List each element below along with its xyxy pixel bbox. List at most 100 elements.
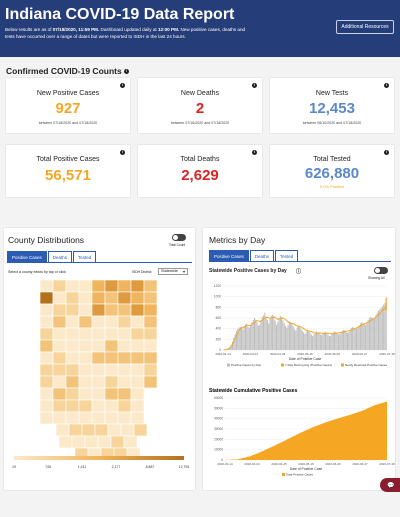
- daily-bar[interactable]: [341, 330, 343, 350]
- info-icon[interactable]: i: [120, 150, 125, 155]
- county-shape[interactable]: [104, 375, 119, 389]
- daily-bar[interactable]: [290, 322, 292, 350]
- county-shape[interactable]: [91, 279, 106, 293]
- daily-bar[interactable]: [304, 334, 306, 350]
- daily-bar[interactable]: [318, 333, 320, 350]
- daily-bar[interactable]: [259, 324, 261, 350]
- daily-bar[interactable]: [380, 307, 382, 350]
- daily-bar[interactable]: [381, 306, 383, 350]
- county-shape[interactable]: [65, 363, 80, 377]
- daily-bar[interactable]: [272, 314, 274, 350]
- county-shape[interactable]: [130, 387, 145, 401]
- county-shape[interactable]: [39, 375, 54, 389]
- daily-bar[interactable]: [238, 327, 240, 350]
- daily-bar[interactable]: [315, 331, 318, 350]
- county-shape[interactable]: [143, 351, 158, 365]
- county-shape[interactable]: [91, 387, 106, 401]
- daily-bar[interactable]: [291, 323, 293, 350]
- tab-positive-cases[interactable]: Positive Cases: [7, 251, 47, 262]
- tab-tested[interactable]: Tested: [73, 251, 97, 262]
- daily-bar[interactable]: [241, 326, 243, 350]
- daily-bar[interactable]: [242, 329, 244, 350]
- daily-bar[interactable]: [319, 334, 321, 350]
- daily-bar[interactable]: [353, 327, 355, 350]
- county-shape[interactable]: [91, 303, 106, 317]
- county-shape[interactable]: [97, 435, 112, 449]
- county-shape[interactable]: [91, 327, 106, 341]
- county-shape[interactable]: [39, 411, 54, 425]
- county-shape[interactable]: [104, 411, 119, 425]
- county-shape[interactable]: [104, 291, 119, 305]
- county-shape[interactable]: [143, 327, 158, 341]
- daily-bar[interactable]: [336, 333, 338, 350]
- county-shape[interactable]: [52, 279, 67, 293]
- county-shape[interactable]: [130, 399, 145, 413]
- daily-bar[interactable]: [383, 304, 385, 350]
- info-icon[interactable]: i: [252, 150, 257, 155]
- daily-bar[interactable]: [317, 332, 319, 350]
- daily-bar[interactable]: [237, 328, 239, 350]
- county-shape[interactable]: [104, 339, 119, 353]
- daily-bar[interactable]: [309, 332, 311, 350]
- county-shape[interactable]: [52, 327, 67, 341]
- daily-bar[interactable]: [234, 334, 236, 350]
- county-shape[interactable]: [91, 375, 106, 389]
- daily-bar[interactable]: [295, 330, 297, 350]
- county-shape[interactable]: [68, 423, 83, 437]
- county-shape[interactable]: [130, 315, 145, 329]
- daily-bar[interactable]: [350, 328, 352, 350]
- daily-bar[interactable]: [264, 312, 266, 350]
- daily-bar[interactable]: [297, 325, 299, 350]
- county-shape[interactable]: [58, 435, 73, 449]
- county-shape[interactable]: [91, 363, 106, 377]
- daily-bar[interactable]: [277, 322, 279, 350]
- county-shape[interactable]: [91, 291, 106, 305]
- daily-bar[interactable]: [372, 319, 374, 350]
- county-shape[interactable]: [120, 423, 135, 437]
- additional-resources-button[interactable]: Additional Resources: [336, 20, 394, 34]
- county-shape[interactable]: [130, 411, 145, 425]
- county-shape[interactable]: [39, 351, 54, 365]
- county-shape[interactable]: [78, 339, 93, 353]
- daily-bar[interactable]: [327, 334, 329, 350]
- county-shape[interactable]: [65, 291, 80, 305]
- county-shape[interactable]: [52, 375, 67, 389]
- daily-bar[interactable]: [284, 326, 287, 350]
- daily-bar[interactable]: [371, 317, 373, 350]
- county-shape[interactable]: [117, 339, 132, 353]
- tab-tested[interactable]: Tested: [275, 250, 299, 261]
- county-shape[interactable]: [81, 423, 96, 437]
- county-shape[interactable]: [117, 375, 132, 389]
- daily-bar[interactable]: [308, 330, 310, 350]
- county-shape[interactable]: [71, 435, 86, 449]
- daily-bar[interactable]: [296, 327, 298, 350]
- county-map[interactable]: 19 745 1,411 2,177 8,887 12,763: [4, 276, 195, 484]
- county-shape[interactable]: [117, 363, 132, 377]
- daily-bar[interactable]: [300, 328, 302, 350]
- daily-bar[interactable]: [362, 322, 364, 350]
- daily-bar[interactable]: [328, 336, 330, 350]
- daily-bar[interactable]: [337, 334, 339, 350]
- county-shape[interactable]: [52, 399, 67, 413]
- daily-bar[interactable]: [367, 320, 369, 350]
- daily-bar[interactable]: [275, 324, 277, 350]
- county-shape[interactable]: [39, 399, 54, 413]
- daily-bar[interactable]: [357, 327, 359, 350]
- county-shape[interactable]: [39, 315, 54, 329]
- daily-bar[interactable]: [385, 297, 387, 350]
- daily-bar[interactable]: [306, 329, 308, 350]
- daily-bar[interactable]: [375, 315, 377, 350]
- daily-bar[interactable]: [321, 335, 323, 350]
- county-shape[interactable]: [143, 315, 158, 329]
- county-shape[interactable]: [104, 351, 119, 365]
- county-shape[interactable]: [104, 279, 119, 293]
- daily-bar[interactable]: [339, 334, 341, 350]
- county-shape[interactable]: [104, 327, 119, 341]
- daily-bar[interactable]: [273, 316, 275, 350]
- county-shape[interactable]: [104, 387, 119, 401]
- county-shape[interactable]: [130, 303, 145, 317]
- county-shape[interactable]: [78, 303, 93, 317]
- info-icon[interactable]: i: [384, 83, 389, 88]
- county-shape[interactable]: [39, 291, 54, 305]
- daily-bar[interactable]: [247, 327, 249, 350]
